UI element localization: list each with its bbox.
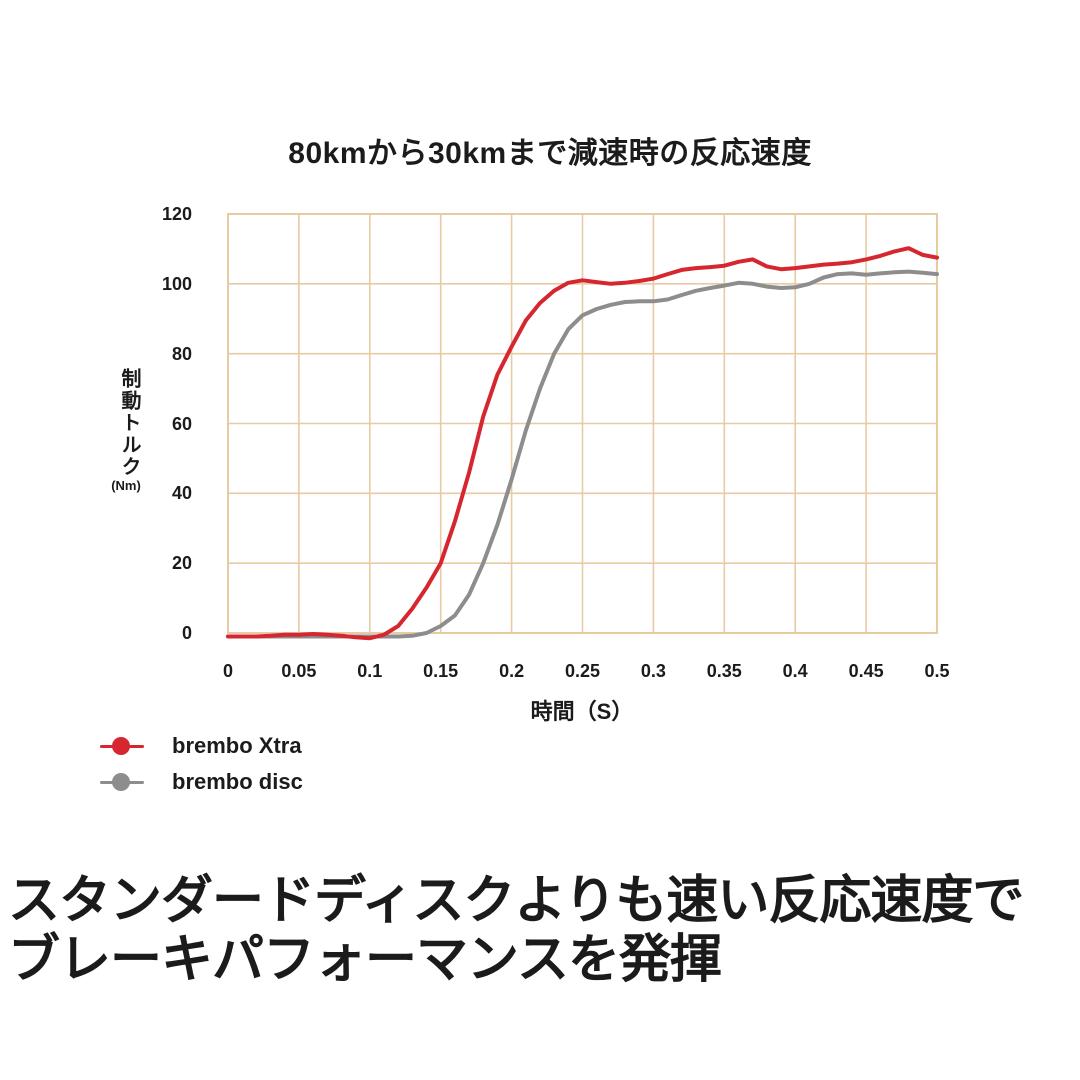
x-tick-label: 0 (222, 661, 233, 681)
y-axis-title: 制動トルク (118, 368, 140, 478)
caption-line-1: スタンダードディスクよりも速い反応速度で (8, 872, 1024, 930)
x-axis-title: 時間（S） (530, 699, 634, 724)
y-tick-label: 100 (161, 273, 192, 294)
x-tick-label: 0.4 (782, 661, 808, 681)
legend-item-brembo-disc: brembo disc (100, 764, 303, 800)
x-tick-label: 0.5 (924, 661, 950, 681)
x-tick-label: 0.45 (848, 661, 884, 681)
x-tick-label: 0.3 (640, 661, 666, 681)
y-tick-label: 120 (161, 204, 192, 224)
x-tick-label: 0.35 (706, 661, 742, 681)
disc-line-marker-icon (100, 772, 144, 792)
series-line-brembo-xtra (226, 246, 939, 641)
y-tick-label: 40 (171, 483, 192, 504)
legend: brembo Xtra brembo disc (100, 728, 303, 800)
xtra-line-marker-icon (100, 736, 144, 756)
y-tick-label: 60 (171, 413, 192, 434)
caption-line-2: ブレーキパフォーマンスを発揮 (8, 931, 722, 989)
y-axis-unit: (Nm) (111, 478, 141, 493)
legend-label-brembo-xtra: brembo Xtra (172, 733, 302, 758)
plot-border (227, 213, 938, 634)
caption: スタンダードディスクよりも速い反応速度で ブレーキパフォーマンスを発揮 (8, 872, 1073, 990)
x-tick-label: 0.2 (499, 661, 525, 681)
y-tick-label: 20 (171, 553, 192, 574)
x-tick-label: 0.25 (564, 661, 601, 681)
x-tick-label: 0.1 (357, 661, 383, 681)
y-tick-label: 0 (181, 623, 192, 643)
chart-title: 80kmから30kmまで減速時の反応速度 (288, 137, 812, 170)
x-tick-label: 0.15 (423, 661, 459, 681)
legend-item-brembo-xtra: brembo Xtra (100, 728, 303, 764)
legend-label-brembo-disc: brembo disc (172, 769, 303, 794)
x-tick-label: 0.05 (281, 661, 317, 681)
y-tick-label: 80 (171, 343, 192, 364)
